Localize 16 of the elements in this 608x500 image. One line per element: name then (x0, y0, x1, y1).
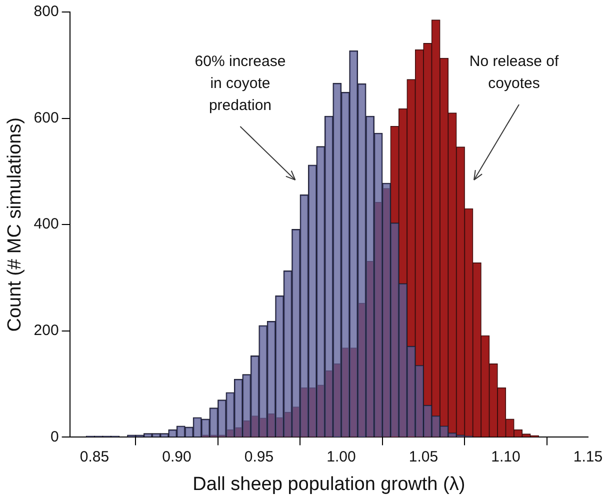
annotation: No release of coyotes (469, 53, 560, 92)
x-axis-title: Dall sheep population growth (λ) (192, 474, 466, 495)
annotation: 60% increase in coyote predation (194, 53, 286, 114)
x-tick-label: 0.95 (244, 448, 274, 466)
y-tick-label: 400 (34, 216, 59, 233)
y-tick-label: 0 (50, 428, 59, 446)
x-tick-label: 1.00 (326, 448, 356, 466)
y-tick-label: 600 (34, 109, 59, 126)
y-tick-label: 800 (34, 3, 59, 20)
y-tick-label: 200 (34, 322, 59, 340)
x-tick-label: 1.05 (408, 448, 438, 466)
y-axis-title: Count (# MC simulations) (4, 117, 26, 332)
x-tick-label: 0.90 (162, 448, 192, 466)
x-tick-label: 1.15 (573, 448, 603, 466)
x-tick-label: 1.10 (491, 448, 520, 466)
x-tick-label: 0.85 (80, 448, 110, 466)
